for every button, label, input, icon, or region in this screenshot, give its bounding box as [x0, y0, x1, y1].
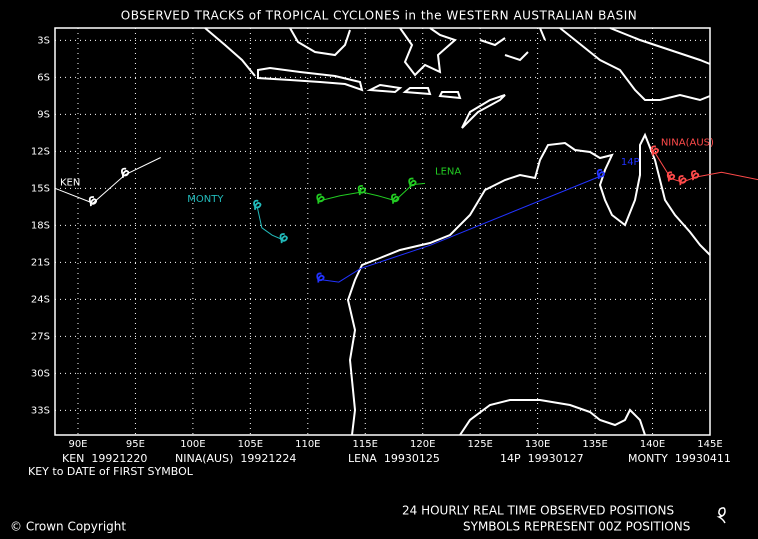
cyclone-symbol — [666, 171, 676, 182]
y-tick-label: 12S — [31, 146, 50, 157]
y-tick-label: 27S — [31, 331, 50, 342]
title: OBSERVED TRACKS of TROPICAL CYCLONES in … — [121, 9, 638, 23]
key-name: MONTY — [628, 452, 668, 465]
key-row: KEN 19921220 NINA(AUS) 19921224 LENA 19930125… — [62, 452, 731, 465]
x-tick-label: 100E — [180, 439, 205, 450]
cyclone-symbol — [253, 199, 262, 211]
x-tick-label: 145E — [697, 439, 722, 450]
key-name: KEN — [62, 452, 84, 465]
cyclone-symbol — [408, 177, 417, 188]
key-name: LENA — [348, 452, 377, 465]
key-date: 19930127 — [528, 452, 584, 465]
cyclone-symbol — [88, 196, 98, 207]
key-title: KEY to DATE of FIRST SYMBOL — [28, 465, 194, 478]
y-tick-label: 3S — [37, 35, 50, 46]
note: SYMBOLS REPRESENT 00Z POSITIONS — [463, 520, 690, 534]
java-coast — [257, 66, 364, 92]
cyclone-symbol — [391, 193, 400, 204]
tracks: KEN NINA(AUS) LENA 14P MONTY — [54, 138, 758, 283]
x-tick-label: 110E — [295, 439, 320, 450]
y-tick-label: 30S — [31, 368, 50, 379]
y-tick-label: 18S — [31, 220, 50, 231]
x-tick-label: 115E — [353, 439, 378, 450]
key-name: 14P — [500, 452, 521, 465]
track-label: KEN — [60, 177, 80, 188]
y-tick-label: 33S — [31, 405, 50, 416]
note: 24 HOURLY REAL TIME OBSERVED POSITIONS — [402, 504, 674, 518]
x-tick-label: 120E — [410, 439, 435, 450]
y-tick-label: 21S — [31, 257, 50, 268]
track-line — [320, 175, 602, 283]
cyclone-symbol — [650, 145, 660, 156]
x-tick-label: 135E — [582, 439, 607, 450]
y-tick-label: 6S — [37, 72, 50, 83]
track-line — [654, 152, 758, 183]
track-label: LENA — [435, 166, 461, 177]
moluccas-coast — [479, 27, 546, 62]
cyclone-symbol — [678, 175, 687, 186]
cyclone-symbol — [691, 170, 700, 181]
cyclone-symbol — [316, 272, 325, 283]
track-label: NINA(AUS) — [661, 138, 714, 149]
track-line — [256, 206, 284, 241]
borneo-coast — [289, 27, 351, 57]
australia-south-coast — [459, 399, 646, 436]
track-line — [54, 157, 161, 204]
x-tick-label: 95E — [126, 439, 145, 450]
copyright: © Crown Copyright — [10, 520, 126, 534]
key-date: 19921220 — [91, 452, 147, 465]
cyclone-symbol — [316, 193, 325, 204]
legend-symbol — [716, 507, 726, 524]
x-tick-label: 130E — [525, 439, 550, 450]
sulawesi-coast — [399, 27, 457, 77]
track-label: MONTY — [187, 194, 224, 205]
grid — [55, 28, 711, 435]
coastlines — [204, 27, 711, 436]
x-tick-label: 140E — [640, 439, 665, 450]
y-tick-label: 15S — [31, 183, 50, 194]
key-name: NINA(AUS) — [175, 452, 233, 465]
australia-coast — [346, 132, 711, 436]
x-tick-label: 125E — [467, 439, 492, 450]
new-guinea-coast — [559, 27, 711, 102]
key-date: 19930125 — [384, 452, 440, 465]
cyclone-symbol — [121, 167, 130, 178]
key-date: 19921224 — [240, 452, 296, 465]
y-tick-label: 24S — [31, 294, 50, 305]
key-date: 19930411 — [675, 452, 731, 465]
y-tick-label: 9S — [37, 109, 50, 120]
track-label: 14P — [621, 157, 640, 168]
sunda-islands — [366, 83, 506, 129]
x-tick-label: 90E — [68, 439, 87, 450]
x-tick-label: 105E — [238, 439, 263, 450]
plot-frame — [54, 27, 711, 436]
cyclone-symbol — [279, 233, 288, 244]
sumatra-coast — [204, 27, 256, 77]
cyclone-symbol — [357, 184, 366, 196]
cyclone-symbol — [596, 168, 605, 180]
